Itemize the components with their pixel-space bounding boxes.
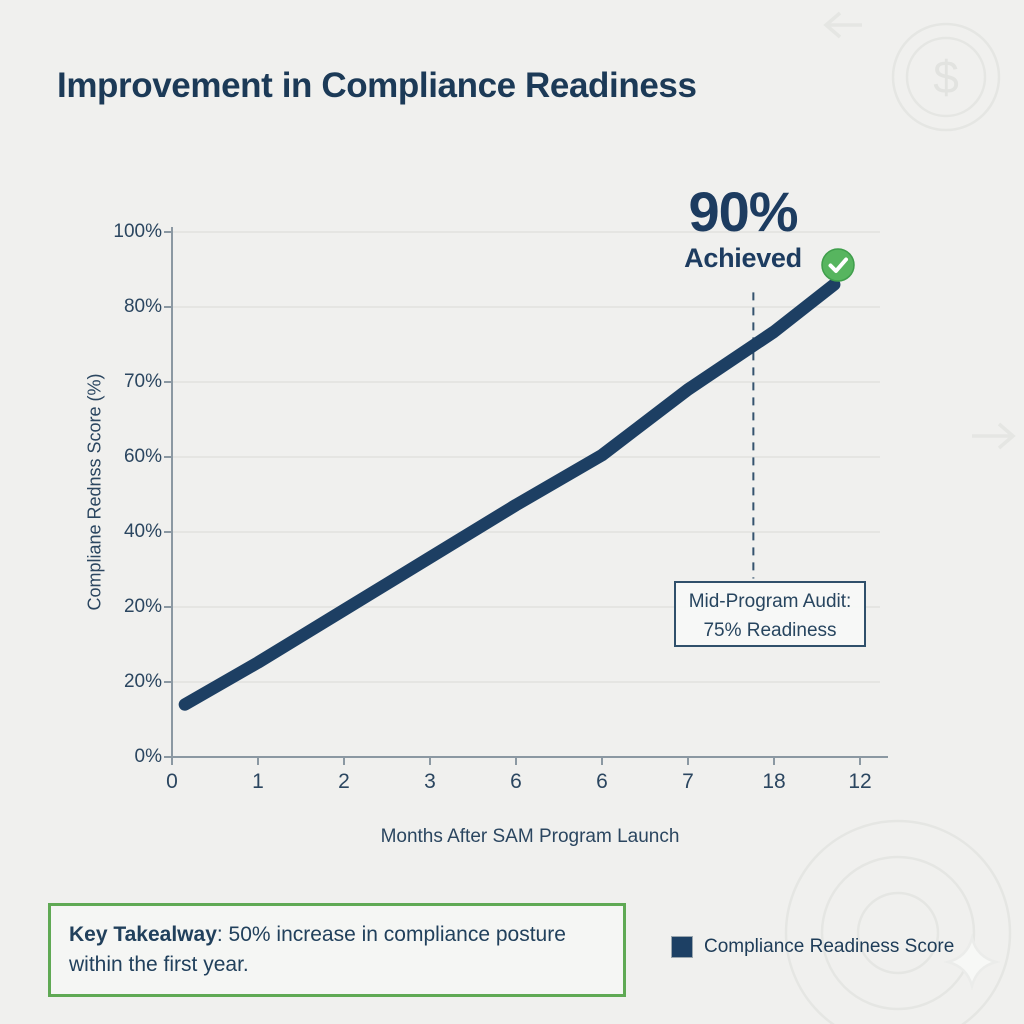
audit-annotation-box: Mid-Program Audit: 75% Readiness xyxy=(674,581,866,647)
audit-box-line2: 75% Readiness xyxy=(703,620,837,642)
takeaway-label: Key Takealway xyxy=(69,923,217,946)
arrow-right-icon xyxy=(972,422,1016,450)
page-title: Improvement in Compliance Readiness xyxy=(57,66,697,105)
y-tick-label: 70% xyxy=(123,371,162,392)
peak-annotation: 90% Achieved xyxy=(660,180,826,274)
x-tick-label: 2 xyxy=(338,770,350,793)
x-tick-label: 7 xyxy=(682,770,694,793)
y-tick-label: 60% xyxy=(123,446,162,467)
x-tick-label: 1 xyxy=(252,770,264,793)
peak-label: Achieved xyxy=(684,243,802,273)
x-tick-label: 18 xyxy=(762,770,786,793)
x-tick-label: 0 xyxy=(166,770,178,793)
arrow-left-icon xyxy=(823,11,862,39)
key-takeaway-box: Key Takealway: 50% increase in complianc… xyxy=(48,903,626,997)
y-axis-title: Compliane Rednss Score (%) xyxy=(84,373,105,611)
y-tick-label: 0% xyxy=(134,746,162,767)
dollar-icon: $ xyxy=(933,51,959,103)
chart-legend: Compliance Readiness Score xyxy=(671,936,954,958)
x-tick-label: 6 xyxy=(596,770,608,793)
x-axis-title: Months After SAM Program Launch xyxy=(380,826,680,847)
y-tick-label: 40% xyxy=(123,521,162,542)
target-circles-icon xyxy=(784,819,1012,1024)
legend-swatch xyxy=(671,936,693,958)
legend-label: Compliance Readiness Score xyxy=(704,936,955,957)
audit-box-line1: Mid-Program Audit: xyxy=(688,591,852,612)
target-circles-icon xyxy=(856,891,940,975)
x-tick-label: 6 xyxy=(510,770,522,793)
takeaway-text: : 50% increase in compliance posture wit… xyxy=(69,923,566,976)
y-tick-label: 20% xyxy=(123,596,162,617)
target-circles-icon xyxy=(820,855,976,1011)
x-tick-label: 3 xyxy=(424,770,436,793)
y-tick-label: 100% xyxy=(113,221,162,242)
sparkle-icon xyxy=(943,933,1001,991)
x-tick-label: 12 xyxy=(848,770,872,793)
y-tick-label: 80% xyxy=(123,296,162,317)
dollar-circle-icon xyxy=(891,22,1001,132)
check-icon xyxy=(821,248,855,282)
dollar-circle-icon xyxy=(905,36,987,118)
y-tick-label: 20% xyxy=(123,671,162,692)
peak-value: 90% xyxy=(688,180,798,243)
